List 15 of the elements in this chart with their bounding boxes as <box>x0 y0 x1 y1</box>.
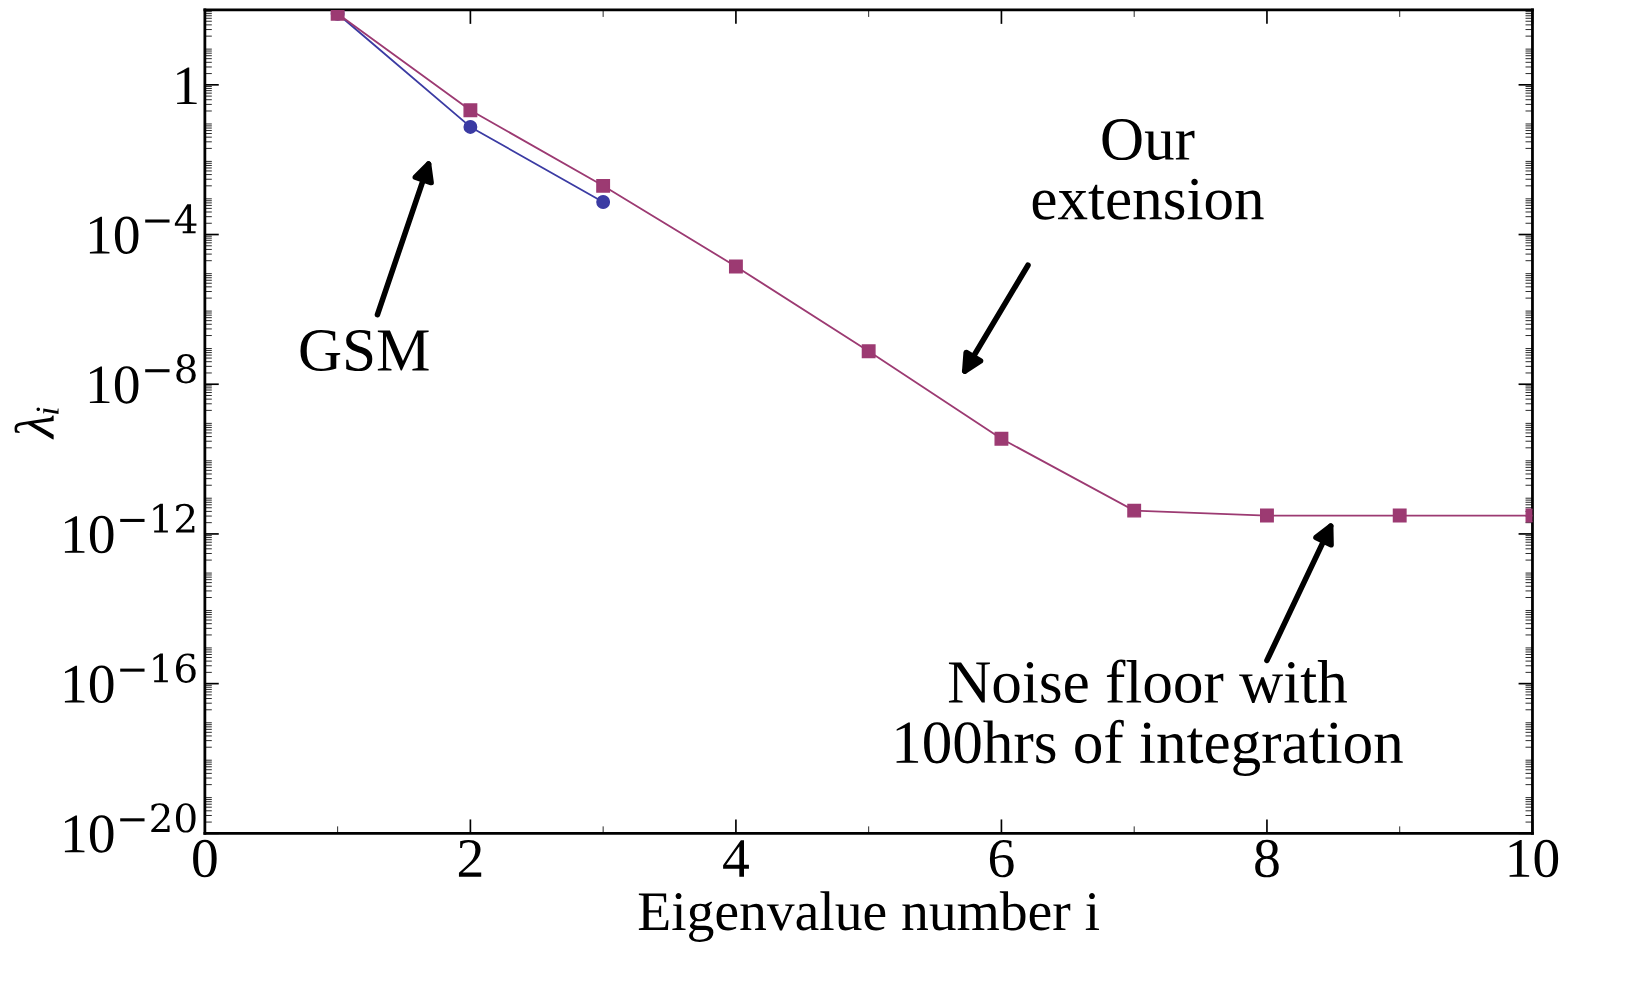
x-tick-label: 4 <box>723 840 749 877</box>
annotation: Our extension <box>1032 119 1264 220</box>
y-tick-label: 10$^{−16}$ <box>64 653 196 704</box>
annotation: GSM <box>300 330 429 372</box>
y-axis-title: λᵢ <box>14 407 59 440</box>
y-tick-label: 10$^{−4}$ <box>89 204 197 254</box>
y-tick-label: 10$^{−12}$ <box>64 503 195 554</box>
y-tick-label: 10$^{−8}$ <box>89 354 196 404</box>
x-tick-label: 6 <box>989 839 1014 878</box>
y-tick-label: 1 <box>177 67 197 105</box>
x-axis-title: Eigenvalue number i <box>638 891 1100 942</box>
x-tick-label: 10 <box>1509 839 1559 878</box>
x-tick-label: 2 <box>458 839 482 877</box>
annotation: Noise floor with 100hrs of integration <box>896 659 1403 777</box>
x-tick-label: 8 <box>1255 839 1279 878</box>
